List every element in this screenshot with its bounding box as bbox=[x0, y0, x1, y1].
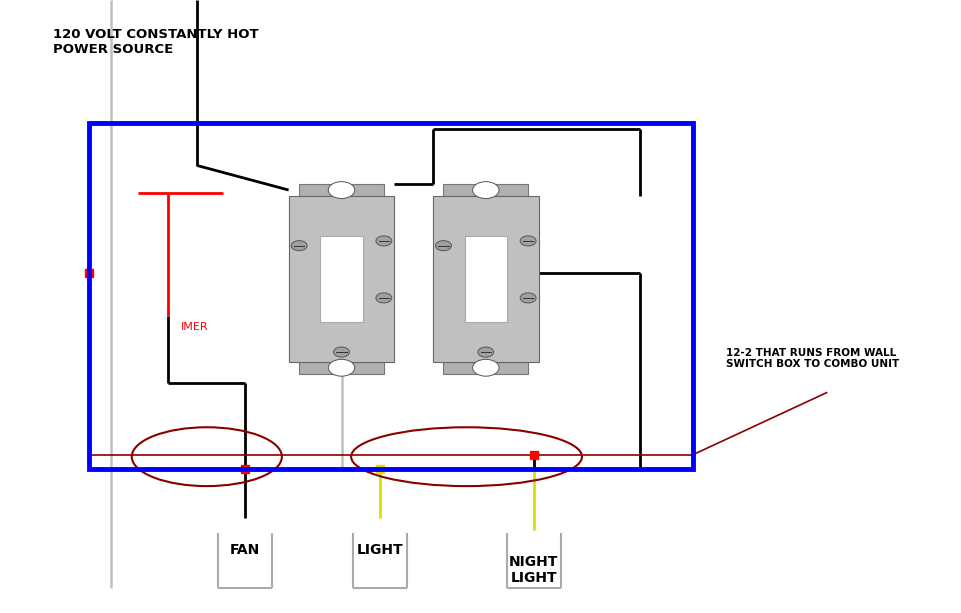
Text: LIGHT: LIGHT bbox=[357, 543, 403, 557]
Bar bbox=[320, 236, 362, 322]
Circle shape bbox=[328, 181, 355, 199]
Circle shape bbox=[333, 347, 349, 357]
Text: IMER: IMER bbox=[181, 322, 209, 332]
Bar bbox=[288, 196, 394, 362]
Circle shape bbox=[472, 181, 499, 199]
Circle shape bbox=[520, 236, 535, 246]
Circle shape bbox=[328, 359, 355, 376]
Bar bbox=[464, 236, 506, 322]
Bar bbox=[299, 362, 383, 374]
Text: 12-2 THAT RUNS FROM WALL
SWITCH BOX TO COMBO UNIT: 12-2 THAT RUNS FROM WALL SWITCH BOX TO C… bbox=[726, 348, 899, 370]
Text: 120 VOLT CONSTANTLY HOT
POWER SOURCE: 120 VOLT CONSTANTLY HOT POWER SOURCE bbox=[53, 28, 259, 56]
Bar bbox=[299, 184, 383, 196]
Circle shape bbox=[520, 293, 535, 303]
Circle shape bbox=[376, 236, 391, 246]
Text: FAN: FAN bbox=[230, 543, 260, 557]
Circle shape bbox=[291, 240, 307, 251]
Bar bbox=[432, 196, 538, 362]
Bar bbox=[443, 184, 528, 196]
Circle shape bbox=[376, 293, 391, 303]
Circle shape bbox=[435, 240, 451, 251]
Circle shape bbox=[478, 347, 493, 357]
Circle shape bbox=[472, 359, 499, 376]
Bar bbox=[443, 362, 528, 374]
Text: NIGHT
LIGHT: NIGHT LIGHT bbox=[508, 555, 558, 585]
